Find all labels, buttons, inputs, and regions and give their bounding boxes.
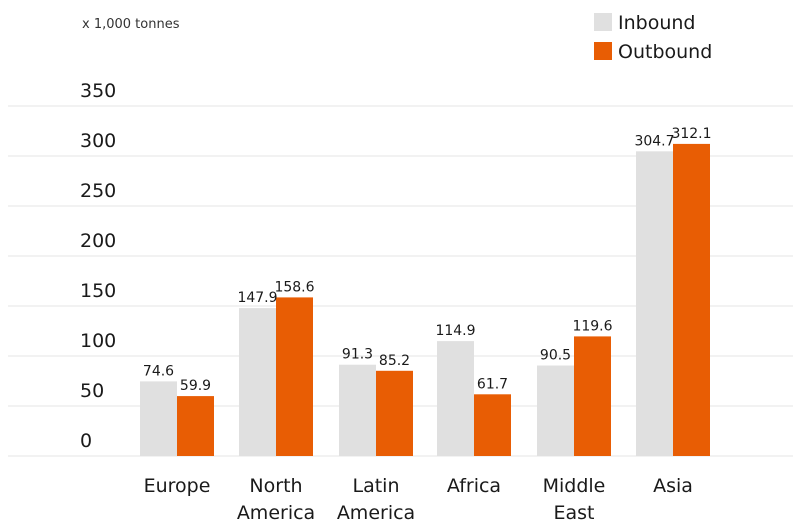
bar-inbound-2 [339, 364, 376, 456]
x-category-label: East [554, 502, 595, 523]
bar-outbound-5 [673, 143, 710, 456]
data-label: 147.9 [237, 290, 277, 306]
bar-inbound-5 [636, 151, 673, 457]
y-axis-ticks: 350 300 250 200 150 100 50 0 [80, 80, 116, 452]
data-label: 85.2 [379, 353, 410, 369]
legend: Inbound Outbound [594, 12, 712, 63]
unit-label: x 1,000 tonnes [82, 17, 180, 32]
bar-inbound-0 [140, 381, 177, 456]
x-category-label: America [337, 502, 415, 523]
y-tick-label: 0 [80, 430, 92, 452]
y-tick-label: 200 [80, 230, 116, 252]
data-label: 114.9 [435, 323, 475, 339]
y-tick-label: 100 [80, 330, 116, 352]
data-labels: 74.6 147.9 91.3 114.9 90.5 304.7 59.9 158.6 85.2… [143, 126, 712, 394]
x-category-label: Africa [447, 475, 501, 497]
x-category-label: Asia [653, 475, 693, 497]
data-label: 90.5 [540, 348, 571, 364]
gridlines [8, 105, 793, 457]
y-tick-label: 350 [80, 80, 116, 102]
x-axis-categories: Europe North America Latin America Africa Midd… [144, 475, 693, 523]
bar-outbound-3 [474, 394, 511, 456]
bar-outbound-0 [177, 396, 214, 456]
y-tick-label: 50 [80, 380, 104, 402]
y-tick-label: 150 [80, 280, 116, 302]
x-category-label: Middle [543, 475, 606, 497]
bar-outbound-4 [574, 336, 611, 456]
legend-swatch-outbound [594, 42, 612, 60]
bar-inbound-3 [437, 341, 474, 456]
y-tick-label: 250 [80, 180, 116, 202]
x-category-label: Europe [144, 475, 211, 497]
x-category-label: North [249, 475, 302, 497]
bar-outbound-2 [376, 370, 413, 456]
data-label: 304.7 [634, 133, 674, 149]
data-label: 158.6 [274, 279, 314, 295]
bar-outbound-1 [276, 297, 313, 456]
bars [140, 143, 710, 457]
y-tick-label: 300 [80, 130, 116, 152]
legend-label-inbound: Inbound [618, 12, 695, 34]
data-label: 119.6 [572, 318, 612, 334]
data-label: 91.3 [342, 347, 373, 363]
data-label: 59.9 [180, 378, 211, 394]
x-category-label: Latin [353, 475, 400, 497]
bar-inbound-1 [239, 308, 276, 456]
legend-label-outbound: Outbound [618, 41, 712, 63]
bar-inbound-4 [537, 365, 574, 456]
data-label: 312.1 [671, 126, 711, 142]
x-category-label: America [237, 502, 315, 523]
data-label: 61.7 [477, 376, 508, 392]
legend-swatch-inbound [594, 13, 612, 31]
data-label: 74.6 [143, 363, 174, 379]
